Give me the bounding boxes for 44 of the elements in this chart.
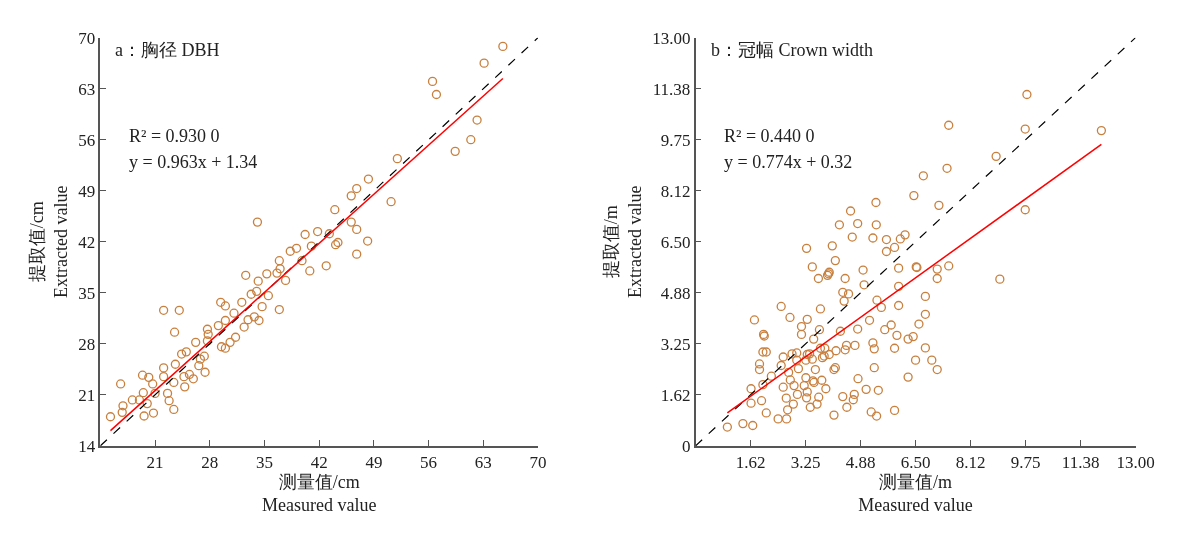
y-tick-label: 70 bbox=[78, 28, 96, 48]
y-tick-label: 21 bbox=[78, 385, 96, 405]
y-axis-title: 提取值/cm Extracted value bbox=[27, 185, 71, 298]
x-tick-label: 11.38 bbox=[1061, 453, 1100, 473]
chart-title: b：冠幅 Crown width bbox=[711, 40, 873, 60]
annotation: R² = 0.440 0 bbox=[724, 126, 815, 146]
x-tick-label: 13.00 bbox=[1116, 453, 1155, 473]
x-tick-label: 3.25 bbox=[790, 453, 821, 473]
y-tick-label: 0 bbox=[681, 436, 691, 456]
y-tick-label: 49 bbox=[78, 181, 96, 201]
x-tick-label: 49 bbox=[365, 453, 383, 473]
y-tick-label: 13.00 bbox=[652, 28, 691, 48]
y-tick-label: 4.88 bbox=[660, 283, 691, 303]
x-tick-label: 8.12 bbox=[955, 453, 986, 473]
y-tick-label: 14 bbox=[78, 436, 96, 456]
annotation: y = 0.963x + 1.34 bbox=[129, 152, 258, 172]
x-tick-label: 35 bbox=[255, 453, 273, 473]
y-tick-label: 1.62 bbox=[660, 385, 691, 405]
y-tick-label: 8.12 bbox=[660, 181, 691, 201]
x-tick-label: 28 bbox=[201, 453, 219, 473]
x-tick-label: 4.88 bbox=[845, 453, 876, 473]
y-axis-title: 提取值/m Extracted value bbox=[601, 185, 645, 298]
y-tick-label: 3.25 bbox=[660, 334, 691, 354]
y-tick-label: 63 bbox=[78, 79, 96, 99]
x-tick-label: 70 bbox=[529, 453, 547, 473]
y-tick-label: 42 bbox=[78, 232, 96, 252]
x-tick-label: 56 bbox=[420, 453, 438, 473]
x-tick-label: 6.50 bbox=[900, 453, 931, 473]
y-tick-label: 6.50 bbox=[660, 232, 691, 252]
chart-title: a：胸径 DBH bbox=[115, 40, 220, 60]
x-axis-title: 测量值/m Measured value bbox=[858, 472, 973, 516]
y-tick-label: 9.75 bbox=[660, 130, 691, 150]
x-tick-label: 63 bbox=[474, 453, 492, 473]
x-tick-label: 9.75 bbox=[1010, 453, 1041, 473]
x-tick-label: 1.62 bbox=[735, 453, 766, 473]
y-tick-label: 28 bbox=[78, 334, 96, 354]
x-axis-title: 测量值/cm Measured value bbox=[261, 472, 377, 516]
y-tick-label: 35 bbox=[78, 283, 96, 303]
y-tick-label: 56 bbox=[78, 130, 96, 150]
x-tick-label: 42 bbox=[310, 453, 328, 473]
annotation: y = 0.774x + 0.32 bbox=[724, 152, 853, 172]
y-tick-label: 11.38 bbox=[652, 79, 691, 99]
x-tick-label: 21 bbox=[146, 453, 164, 473]
annotation: R² = 0.930 0 bbox=[129, 126, 220, 146]
